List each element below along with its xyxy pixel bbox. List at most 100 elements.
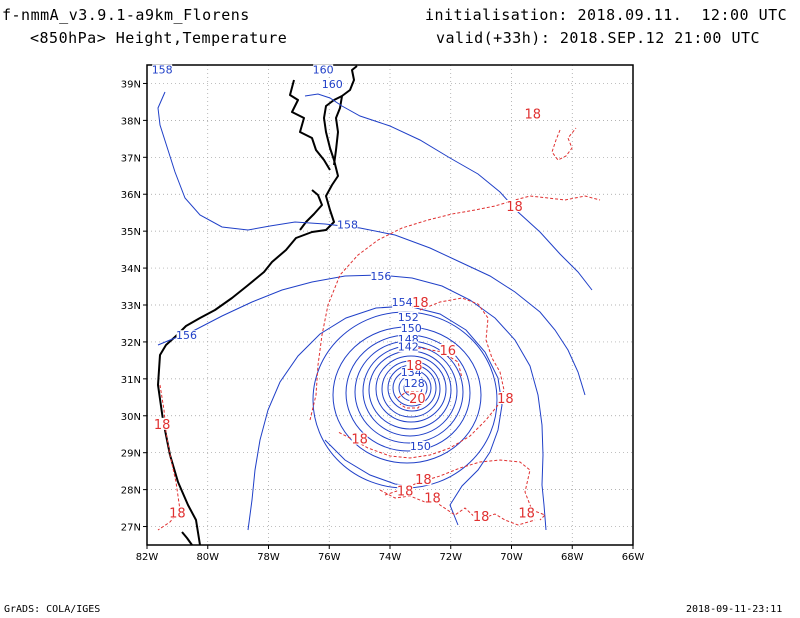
temp-label: 18 [424, 492, 441, 507]
lon-tick-label: 70W [500, 552, 523, 563]
height-label: 150 [401, 322, 422, 335]
lat-tick-label: 28N [121, 486, 141, 497]
height-contour-154 [247, 305, 503, 531]
temp-label: 18 [473, 510, 490, 525]
height-label-bg [392, 297, 413, 308]
temp-label: 16 [439, 344, 456, 359]
height-contours [157, 91, 593, 531]
lon-tick-label: 82W [136, 552, 159, 563]
valid-time: valid(+33h): 2018.SEP.12 21:00 UTC [436, 29, 761, 47]
height-label-bg [322, 79, 343, 91]
height-label: 142 [398, 340, 419, 353]
lon-tick-label: 78W [257, 552, 280, 563]
lat-tick-label: 31N [121, 375, 141, 386]
temp-label: 18 [506, 200, 523, 215]
pamlico-sound [299, 189, 323, 231]
init-time: initialisation: 2018.09.11. 12:00 UTC [425, 6, 788, 24]
height-label-bg [401, 367, 422, 379]
lon-tick-label: 74W [379, 552, 402, 563]
height-label-bg [313, 64, 334, 76]
lon-tick-label: 68W [561, 552, 584, 563]
height-label-bg [152, 64, 173, 76]
height-label: 156 [176, 329, 197, 342]
lon-tick-label: 66W [622, 552, 645, 563]
temp-label: 18 [497, 392, 514, 407]
delmarva-peninsula [333, 95, 343, 166]
height-contour-156 [157, 274, 547, 531]
lon-tick-label: 76W [318, 552, 341, 563]
lat-tick-label: 27N [121, 523, 141, 534]
footer-timestamp: 2018-09-11-23:11 [686, 604, 783, 615]
footer-credit: GrADS: COLA/IGES [4, 604, 101, 615]
height-labels: 158 1601601581561561541521501481421341281… [152, 63, 431, 453]
lat-lon-grid [147, 65, 633, 545]
height-label-bg [337, 219, 358, 231]
coastline-mainland [157, 65, 358, 546]
temp-label-bg [415, 473, 432, 486]
height-label-bg [401, 322, 422, 334]
height-label: 160 [322, 78, 343, 91]
lat-tick-label: 35N [121, 227, 141, 238]
field-subtitle: <850hPa> Height,Temperature [30, 29, 288, 47]
model-title: f-nmmA_v3.9.1-a9km_Florens [2, 6, 250, 24]
temp-label-bg [397, 484, 414, 497]
temp-contour-18-east [337, 297, 505, 459]
temp-label-bg [497, 392, 514, 404]
lon-tick-label: 80W [196, 552, 219, 563]
height-label: 160 [313, 63, 334, 76]
height-label-bg [370, 271, 391, 283]
height-label-bg [404, 378, 425, 390]
lat-tick-label: 34N [121, 264, 141, 275]
temp-label-bg [524, 107, 541, 120]
lat-tick-label: 38N [121, 116, 141, 127]
lat-tick-label: 36N [121, 190, 141, 201]
temp-label-bg [518, 506, 535, 519]
height-label: 152 [398, 311, 419, 324]
temp-label: 18 [397, 484, 414, 499]
temp-label: 18 [415, 473, 432, 488]
height-label: 158 [337, 218, 358, 231]
axis-ticks: 82W 80W 78W 76W 74W 72W 70W 68W 66W 27N 28N 29N 30N 3… [121, 79, 645, 563]
temp-label: 20 [409, 392, 426, 407]
temp-contour-18-main [309, 195, 601, 421]
temp-label-bg [154, 417, 171, 430]
height-label-bg [410, 441, 431, 452]
temp-label-bg [424, 491, 441, 504]
height-label: 154 [392, 296, 413, 309]
height-contour-160 [304, 93, 593, 291]
height-label: 158 [152, 63, 173, 76]
temp-label: 18 [351, 433, 368, 448]
temp-label: 18 [154, 418, 171, 433]
temp-label-bg [169, 506, 186, 519]
temp-label: 18 [518, 506, 535, 521]
lon-tick-label: 72W [439, 552, 462, 563]
height-label-bg [398, 311, 419, 323]
height-label: 150 [410, 440, 431, 453]
temp-label: 18 [169, 506, 186, 521]
lat-tick-label: 30N [121, 412, 141, 423]
chesapeake-bay [289, 79, 331, 171]
lat-tick-label: 29N [121, 449, 141, 460]
temp-label-bg [506, 200, 523, 212]
temp-label: 18 [406, 359, 423, 374]
lat-tick-label: 32N [121, 338, 141, 349]
temp-label-bg [412, 296, 429, 308]
height-label-bg [176, 330, 197, 342]
height-label-bg [398, 341, 419, 353]
lat-tick-label: 39N [121, 79, 141, 90]
temp-contour-18-northeast [551, 127, 577, 161]
height-label: 128 [404, 377, 425, 390]
temp-label-bg [351, 432, 368, 445]
temp-label-bg [406, 358, 423, 371]
coastline [157, 65, 358, 546]
temperature-contours [157, 127, 601, 531]
temp-label-bg [473, 510, 490, 523]
height-label: 156 [370, 270, 391, 283]
lat-tick-label: 37N [121, 153, 141, 164]
lat-tick-label: 33N [121, 301, 141, 312]
temp-label-bg [409, 392, 426, 404]
temp-label: 18 [412, 296, 429, 311]
florida-keys-coast [181, 531, 193, 546]
